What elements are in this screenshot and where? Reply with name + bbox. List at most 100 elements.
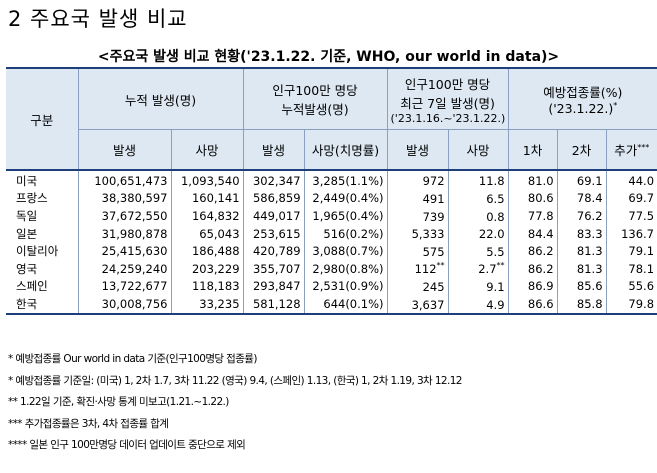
cases-cell: 31,980,878 [77, 224, 171, 243]
vacc-first-cell: 80.6 [507, 189, 558, 208]
vacc-second-cell: 83.3 [556, 224, 607, 243]
recent-deaths-cell: 11.8 [447, 169, 509, 190]
deaths-cell: 160,141 [170, 189, 244, 208]
sub-header: 사망 [447, 129, 509, 170]
vacc-second-cell: 76.2 [556, 207, 607, 225]
footnote: * 예방접종률 기준일: (미국) 1, 2차 1.7, 3차 11.22 (영… [8, 374, 462, 387]
pm-deaths-cell: 3,088(0.7%) [303, 242, 388, 260]
recent-cases-cell: 245 [386, 277, 449, 296]
footnotes: * 예방접종률 Our world in data 기준(인구100명당 접종률… [8, 351, 462, 459]
table-row: 스페인 13,722,677 118,183 293,847 2,531(0.9%) 24… [6, 277, 657, 296]
country-cell: 프랑스 [16, 191, 48, 206]
cases-cell: 100,651,473 [77, 169, 171, 190]
country-cell: 이탈리아 [16, 244, 59, 259]
header-group: 구분 [6, 67, 78, 170]
header-vaccination: 예방접종률(%) ('23.1.22.)* [507, 67, 657, 130]
header-recent: 인구100만 명당 최근 7일 발생(명) ('23.1.16.~'23.1.22… [386, 67, 509, 130]
footnote: **** 일본 인구 100만명당 데이터 업데이트 중단으로 제외 [8, 439, 246, 451]
footnote: *** 추가접종률은 3차, 4차 접종률 합계 [8, 417, 169, 430]
vacc-booster-cell: 79.8 [605, 295, 657, 315]
table-row: 프랑스 38,380,597 160,141 586,859 2,449(0.4%) 49… [6, 189, 657, 208]
deaths-cell: 118,183 [170, 277, 244, 296]
cases-cell: 37,672,550 [77, 207, 171, 225]
recent-cases-cell: 3,637 [386, 295, 449, 315]
vacc-booster-cell: 69.7 [605, 189, 657, 208]
pm-cases-cell: 581,128 [242, 295, 305, 315]
pm-cases-cell: 302,347 [242, 169, 305, 190]
vacc-first-cell: 86.2 [507, 242, 558, 260]
table-row: 독일 37,672,550 164,832 449,017 1,965(0.4%) 739… [6, 207, 657, 225]
sub-header: 추가*** [605, 129, 657, 170]
table-row: 한국 30,008,756 33,235 581,128 644(0.1%) 3,637 4… [6, 295, 657, 315]
sub-header: 발생 [386, 129, 449, 170]
vacc-second-cell: 85.8 [556, 295, 607, 315]
section-title: 2 주요국 발생 비교 [8, 7, 188, 31]
vacc-first-cell: 84.4 [507, 224, 558, 243]
pm-cases-cell: 586,859 [242, 189, 305, 208]
recent-deaths-cell: 2.7** [447, 259, 509, 278]
recent-cases-cell: 739 [386, 207, 449, 225]
pm-deaths-cell: 2,531(0.9%) [303, 277, 388, 296]
sub-header: 사망 [170, 129, 244, 170]
sub-header: 2차 [556, 129, 607, 170]
deaths-cell: 33,235 [170, 295, 244, 315]
pm-deaths-cell: 516(0.2%) [303, 224, 388, 243]
country-cell: 한국 [6, 295, 78, 315]
recent-deaths-cell: 5.5 [447, 242, 509, 260]
country-cell: 독일 [16, 208, 38, 223]
vacc-booster-cell: 79.1 [605, 242, 657, 260]
vacc-booster-cell: 55.6 [605, 277, 657, 296]
recent-deaths-cell: 22.0 [447, 224, 509, 243]
table-row: 이탈리아 25,415,630 186,488 420,789 3,088(0.7%) 5… [6, 242, 657, 260]
table-row: 일본 31,980,878 65,043 253,615 516(0.2%) 5,333 2… [6, 224, 657, 243]
country-cell: 미국 [6, 169, 78, 190]
recent-cases-cell: 5,333 [386, 224, 449, 243]
recent-deaths-cell: 0.8 [447, 207, 509, 225]
table-row: 영국 24,259,240 203,229 355,707 2,980(0.8%) 112… [6, 259, 657, 278]
footnote: * 예방접종률 Our world in data 기준(인구100명당 접종률… [8, 353, 257, 365]
cases-cell: 38,380,597 [77, 189, 171, 208]
recent-deaths-cell: 9.1 [447, 277, 509, 296]
table-caption: <주요국 발생 비교 현황('23.1.22. 기준, WHO, our wor… [97, 49, 560, 65]
pm-deaths-cell: 3,285(1.1%) [303, 169, 388, 190]
deaths-cell: 164,832 [170, 207, 244, 225]
vacc-first-cell: 86.2 [507, 259, 558, 278]
pm-cases-cell: 355,707 [242, 259, 305, 278]
vacc-first-cell: 81.0 [507, 169, 558, 190]
deaths-cell: 203,229 [170, 259, 244, 278]
vacc-second-cell: 78.4 [556, 189, 607, 208]
cases-cell: 13,722,677 [77, 277, 171, 296]
deaths-cell: 65,043 [170, 224, 244, 243]
sub-header: 발생 [242, 129, 305, 170]
vacc-first-cell: 77.8 [507, 207, 558, 225]
sub-header: 1차 [507, 129, 558, 170]
sub-header: 사망(치명률) [303, 129, 388, 170]
table-row: 미국 100,651,473 1,093,540 302,347 3,285(1.1%)… [6, 169, 657, 190]
deaths-cell: 1,093,540 [170, 169, 244, 190]
vacc-booster-cell: 77.5 [605, 207, 657, 225]
pm-deaths-cell: 2,449(0.4%) [303, 189, 388, 208]
recent-cases-cell: 972 [386, 169, 449, 190]
vacc-second-cell: 69.1 [556, 169, 607, 190]
header-per-million: 인구100만 명당 누적발생(명) [242, 67, 388, 130]
vacc-first-cell: 86.9 [507, 277, 558, 296]
pm-cases-cell: 420,789 [242, 242, 305, 260]
pm-deaths-cell: 644(0.1%) [303, 295, 388, 315]
cases-cell: 25,415,630 [77, 242, 171, 260]
comparison-table: 구분 누적 발생(명) 인구100만 명당 누적발생(명) 인구100만 명당 최근… [6, 67, 657, 315]
cases-cell: 24,259,240 [77, 259, 171, 278]
vacc-booster-cell: 78.1 [605, 259, 657, 278]
pm-deaths-cell: 2,980(0.8%) [303, 259, 388, 278]
vacc-second-cell: 85.6 [556, 277, 607, 296]
footnote: ** 1.22일 기준, 확진·사망 통계 미보고(1.21.~1.22.) [8, 396, 229, 408]
pm-cases-cell: 253,615 [242, 224, 305, 243]
deaths-cell: 186,488 [170, 242, 244, 260]
vacc-first-cell: 86.6 [507, 295, 558, 315]
vacc-second-cell: 81.3 [556, 259, 607, 278]
recent-cases-cell: 112** [386, 259, 449, 278]
header-sub-row: 발생 사망 발생 사망(치명률) 발생 사망 1차 2차 추가*** [6, 129, 657, 170]
country-cell: 스페인 [16, 279, 48, 294]
recent-deaths-cell: 6.5 [447, 189, 509, 208]
country-cell: 일본 [16, 226, 38, 241]
recent-deaths-cell: 4.9 [447, 295, 509, 315]
